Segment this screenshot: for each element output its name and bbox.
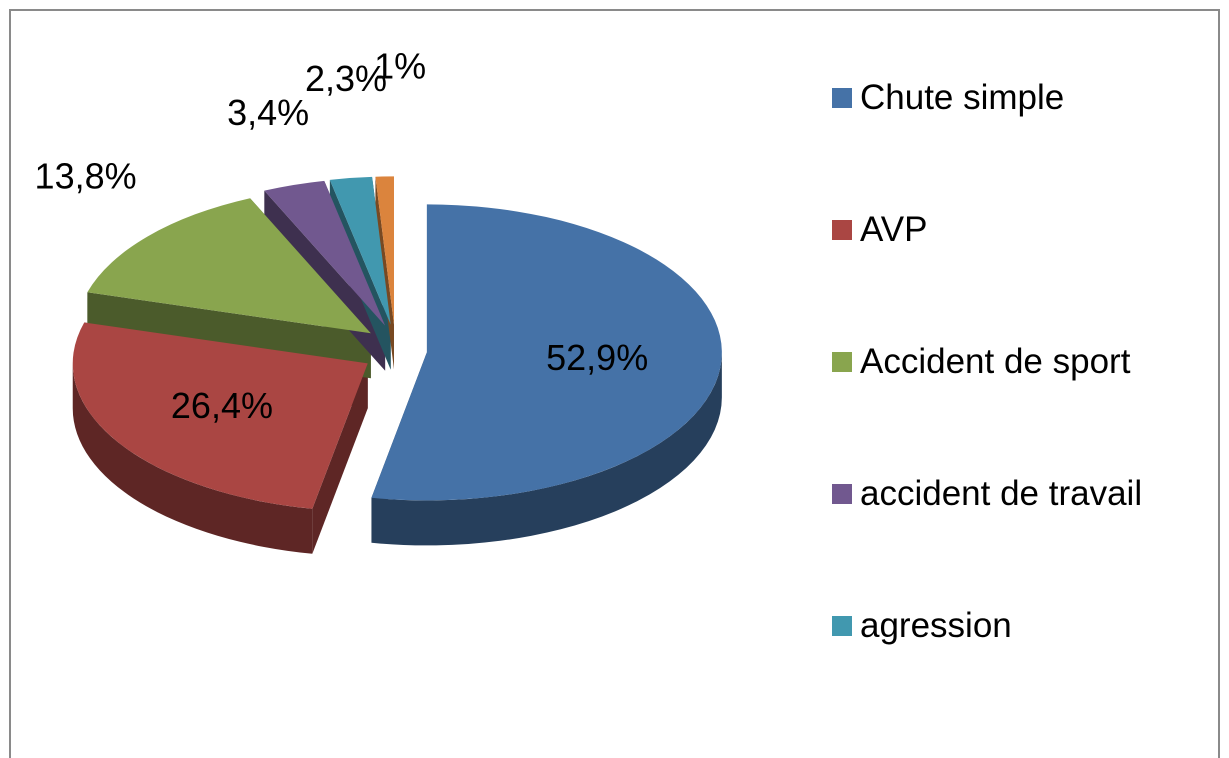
legend-entry: AVP xyxy=(832,204,1192,256)
legend-label: Chute simple xyxy=(860,78,1065,117)
legend-entry: agression xyxy=(832,600,1192,652)
legend-swatch xyxy=(832,220,852,240)
data-label: 3,4% xyxy=(227,92,309,133)
slice xyxy=(375,176,394,325)
data-label: 2,3% xyxy=(305,58,387,99)
legend-label: accident de travail xyxy=(860,474,1143,513)
data-label: 13,8% xyxy=(35,156,137,197)
legend-label: agression xyxy=(860,606,1012,645)
slice xyxy=(371,204,722,501)
slice xyxy=(264,180,386,326)
legend-swatch xyxy=(832,88,852,108)
slice xyxy=(329,176,391,325)
data-label: 52,9% xyxy=(546,337,648,378)
legend-entry: Accident de sport xyxy=(832,336,1192,388)
slice-edge xyxy=(312,363,368,554)
chart-border xyxy=(9,9,1220,758)
legend-swatch xyxy=(832,484,852,504)
slice-side xyxy=(72,363,313,554)
legend-entry: Chute simple xyxy=(832,72,1192,124)
legend-swatch xyxy=(832,616,852,636)
slice xyxy=(87,198,371,334)
slice xyxy=(72,322,368,509)
slice-side xyxy=(371,352,722,546)
legend-label: Accident de sport xyxy=(860,342,1131,381)
data-label: 1% xyxy=(374,46,426,87)
legend-label: AVP xyxy=(860,210,928,249)
legend-swatch xyxy=(832,352,852,372)
data-label: 26,4% xyxy=(171,385,273,426)
legend-entry: accident de travail xyxy=(832,468,1192,520)
